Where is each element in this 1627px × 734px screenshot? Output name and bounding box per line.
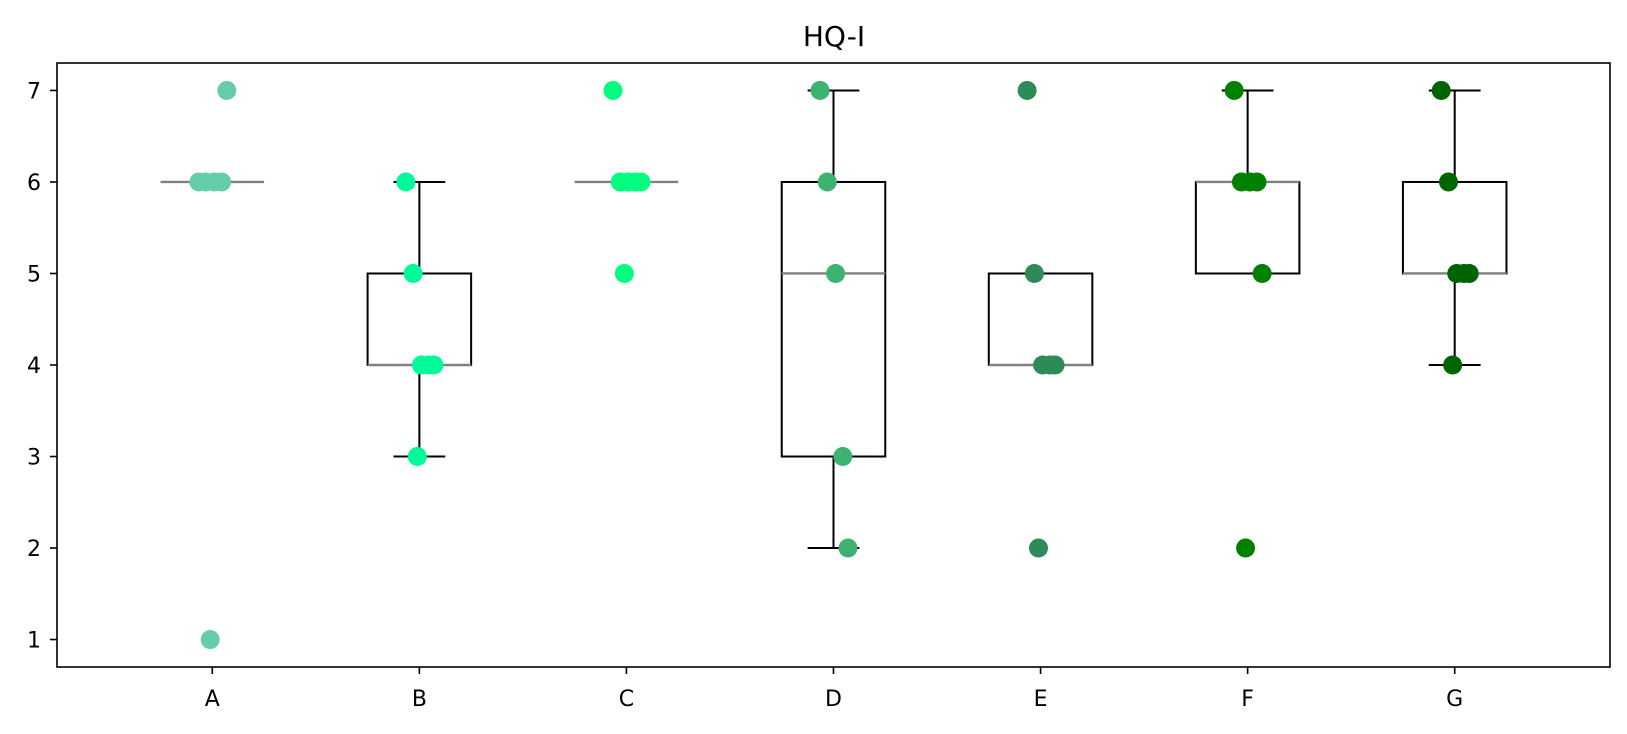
data-point	[631, 172, 651, 192]
data-point	[1024, 263, 1044, 283]
data-point	[1028, 538, 1048, 558]
box-group-f	[1194, 80, 1301, 558]
y-tick-label: 6	[27, 171, 41, 196]
y-tick-label: 4	[27, 354, 41, 379]
data-point	[1431, 80, 1451, 100]
data-point	[810, 80, 830, 100]
data-point	[1224, 80, 1244, 100]
x-tick-label: E	[1034, 687, 1048, 712]
box-group-d	[780, 80, 887, 558]
data-point	[603, 80, 623, 100]
data-point	[1459, 263, 1479, 283]
x-tick-label: G	[1446, 687, 1463, 712]
box-group-a	[160, 80, 265, 650]
data-point	[396, 172, 416, 192]
data-point	[1438, 172, 1458, 192]
data-point	[838, 538, 858, 558]
chart-title: HQ-I	[803, 20, 865, 53]
data-point	[1443, 355, 1463, 375]
y-tick-label: 7	[27, 79, 41, 104]
x-tick-label: A	[205, 687, 220, 712]
box-group-g	[1401, 80, 1508, 375]
box-group-b	[366, 172, 473, 467]
data-point	[1252, 263, 1272, 283]
data-point	[1247, 172, 1267, 192]
box-group-e	[987, 80, 1094, 558]
data-point	[424, 355, 444, 375]
box-group-c	[574, 80, 679, 283]
data-point	[200, 630, 220, 650]
data-point	[407, 447, 427, 467]
y-tick-label: 5	[27, 262, 41, 287]
box	[366, 272, 473, 367]
data-point	[217, 80, 237, 100]
box	[1194, 180, 1301, 275]
data-point	[403, 263, 423, 283]
data-point	[1017, 80, 1037, 100]
box	[780, 180, 887, 458]
box	[1401, 180, 1508, 275]
y-tick-label: 3	[27, 446, 41, 471]
data-point	[1045, 355, 1065, 375]
x-tick-label: B	[412, 687, 427, 712]
data-point	[817, 172, 837, 192]
y-tick-label: 1	[27, 629, 41, 654]
x-tick-label: F	[1241, 687, 1254, 712]
data-point	[212, 172, 232, 192]
data-point	[826, 263, 846, 283]
y-tick-label: 2	[27, 537, 41, 562]
data-point	[1236, 538, 1256, 558]
data-point	[833, 447, 853, 467]
data-point	[614, 263, 634, 283]
x-tick-label: D	[825, 687, 842, 712]
x-tick-label: C	[619, 687, 634, 712]
box	[987, 272, 1094, 367]
axes: 1 2 3 4 5 6 7 A B C D E F G	[27, 79, 1463, 712]
plot-area	[160, 80, 1508, 650]
